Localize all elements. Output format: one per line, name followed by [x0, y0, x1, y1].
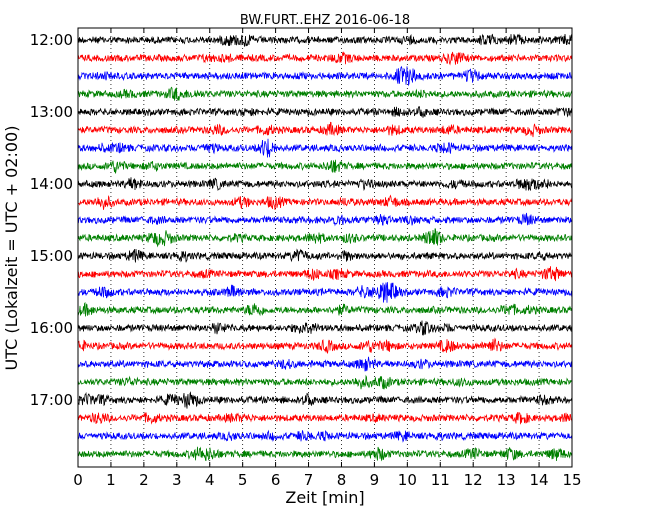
- seismic-trace: [77, 177, 573, 192]
- seismic-trace: [77, 121, 573, 138]
- x-tick-label: 2: [139, 471, 149, 489]
- x-tick-label: 1: [106, 471, 116, 489]
- y-tick-label: 12:00: [30, 31, 73, 49]
- seismic-trace: [77, 194, 573, 210]
- x-tick-label: 15: [562, 471, 581, 489]
- x-tick-label: 13: [497, 471, 516, 489]
- seismic-trace: [77, 248, 573, 263]
- seismic-trace: [77, 105, 573, 118]
- y-tick-label: 14:00: [30, 175, 73, 193]
- seismic-trace: [77, 86, 573, 101]
- x-tick-label: 14: [530, 471, 549, 489]
- seismic-trace: [77, 446, 573, 462]
- y-axis-label: UTC (Lokalzeit = UTC + 02:00): [2, 126, 21, 371]
- y-axis: 12:00 13:00 14:00 15:00 16:00 17:00: [30, 31, 572, 409]
- y-tick-label: 13:00: [30, 103, 73, 121]
- seismic-trace: [77, 411, 573, 425]
- seismic-trace: [77, 138, 573, 158]
- seismic-trace: [77, 429, 573, 443]
- chart-title: BW.FURT..EHZ 2016-06-18: [240, 13, 410, 28]
- y-tick-label: 17:00: [30, 391, 73, 409]
- x-axis-label: Zeit [min]: [285, 488, 364, 507]
- x-tick-label: 3: [172, 471, 182, 489]
- x-tick-label: 6: [271, 471, 281, 489]
- seismic-traces: [77, 33, 573, 462]
- seismic-trace: [77, 33, 573, 47]
- seismic-trace: [77, 337, 573, 354]
- x-tick-label: 7: [304, 471, 314, 489]
- seismic-trace: [77, 228, 573, 248]
- y-tick-label: 16:00: [30, 319, 73, 337]
- x-tick-label: 11: [431, 471, 450, 489]
- x-tick-label: 12: [464, 471, 483, 489]
- seismic-trace: [77, 356, 573, 372]
- seismic-trace: [77, 65, 573, 87]
- x-tick-label: 10: [398, 471, 417, 489]
- seismic-trace: [77, 159, 573, 174]
- x-tick-label: 0: [73, 471, 83, 489]
- x-tick-label: 4: [205, 471, 215, 489]
- seismic-trace: [77, 51, 573, 66]
- seismic-trace: [77, 374, 573, 390]
- seismic-trace: [77, 266, 573, 282]
- seismic-trace: [77, 212, 573, 227]
- x-tick-label: 5: [238, 471, 248, 489]
- x-axis: 0 1 2 3 4 5 6 7 8 9 10 11 12 13 14 15: [73, 28, 582, 489]
- plot-frame: [77, 27, 573, 468]
- seismic-trace: [77, 320, 573, 336]
- x-tick-label: 8: [337, 471, 347, 489]
- seismic-trace: [77, 282, 573, 303]
- y-tick-label: 15:00: [30, 247, 73, 265]
- seismic-trace: [77, 301, 573, 317]
- x-tick-label: 9: [370, 471, 380, 489]
- seismic-trace: [77, 391, 573, 409]
